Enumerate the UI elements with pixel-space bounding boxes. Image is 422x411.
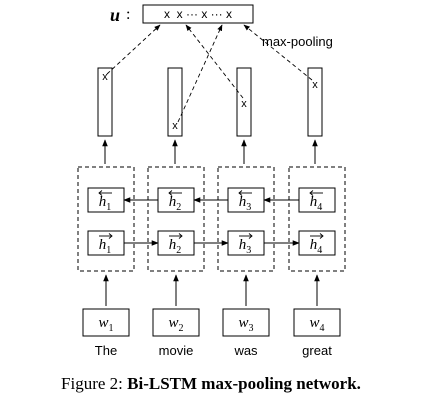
- lstm-group-4: [288, 166, 346, 272]
- input-label: w3: [238, 315, 253, 334]
- feature-vector-4: [307, 67, 323, 137]
- forward-state-label: h1: [99, 237, 112, 256]
- input-box-1: [82, 308, 130, 337]
- arrow-accent-head: [248, 233, 253, 239]
- output-vector-values: x x ··· x ··· x: [164, 7, 232, 21]
- forward-state-label: h3: [239, 237, 252, 256]
- input-word: movie: [159, 343, 194, 358]
- lstm-cell-groups: [77, 166, 346, 272]
- lstm-group-1: [77, 166, 135, 272]
- max-marker-3: x: [241, 98, 247, 110]
- max-marker-2: x: [172, 120, 178, 132]
- output-colon: :: [126, 6, 130, 23]
- input-embeddings: w1 w2 w3 w4: [82, 308, 341, 337]
- backward-state-2: [157, 187, 195, 213]
- backward-state-3: [227, 187, 265, 213]
- caption-prefix: Figure 2:: [61, 374, 128, 393]
- input-words: The movie was great: [95, 343, 332, 358]
- backward-state-4: [298, 187, 336, 213]
- backward-state-label: h4: [310, 194, 323, 213]
- max-pooling-label: max-pooling: [262, 34, 333, 49]
- input-box-2: [152, 308, 200, 337]
- backward-state-label: h1: [99, 194, 112, 213]
- output-vector-box: [142, 4, 254, 24]
- upward-arrows: [102, 139, 318, 164]
- backward-states: h1 h2 h3 h4: [87, 187, 336, 213]
- feature-vector-1: [97, 67, 113, 137]
- max-marker-4: x: [312, 79, 318, 91]
- arrow-accent-head: [309, 190, 314, 196]
- input-label: w1: [98, 315, 113, 334]
- forward-state-1: [87, 230, 125, 256]
- arrow-accent-head: [98, 190, 103, 196]
- forward-state-4: [298, 230, 336, 256]
- figure-caption: Figure 2: Bi-LSTM max-pooling network.: [0, 374, 422, 394]
- input-label: w2: [168, 315, 183, 334]
- input-word: was: [233, 343, 258, 358]
- backward-state-label: h2: [169, 194, 182, 213]
- pooled-feature-vectors: x x x x: [97, 67, 323, 137]
- arrow-accent-head: [238, 190, 243, 196]
- recurrent-arrows: [123, 197, 300, 246]
- feature-vector-3: [236, 67, 252, 137]
- forward-states: h1 h2 h3 h4: [87, 230, 336, 256]
- bilstm-diagram: u : x x ··· x ··· x max-pooling x x x x: [77, 4, 346, 358]
- forward-state-label: h4: [310, 237, 323, 256]
- input-word: The: [95, 343, 117, 358]
- input-arrows: [103, 274, 320, 306]
- input-label: w4: [309, 315, 324, 334]
- lstm-group-3: [217, 166, 275, 272]
- arrow-accent-head: [108, 233, 113, 239]
- lstm-group-2: [147, 166, 205, 272]
- backward-state-label: h3: [239, 194, 252, 213]
- max-marker-1: x: [102, 71, 108, 83]
- caption-title: Bi-LSTM max-pooling network.: [127, 374, 361, 393]
- input-box-4: [293, 308, 341, 337]
- arrow-accent-head: [178, 233, 183, 239]
- input-box-3: [222, 308, 270, 337]
- input-word: great: [302, 343, 332, 358]
- feature-vector-2: [167, 67, 183, 137]
- arrow-accent-head: [168, 190, 173, 196]
- arrow-accent-head: [319, 233, 324, 239]
- forward-state-label: h2: [169, 237, 182, 256]
- output-label: u: [110, 5, 120, 25]
- max-pooling-arrows: [106, 24, 313, 123]
